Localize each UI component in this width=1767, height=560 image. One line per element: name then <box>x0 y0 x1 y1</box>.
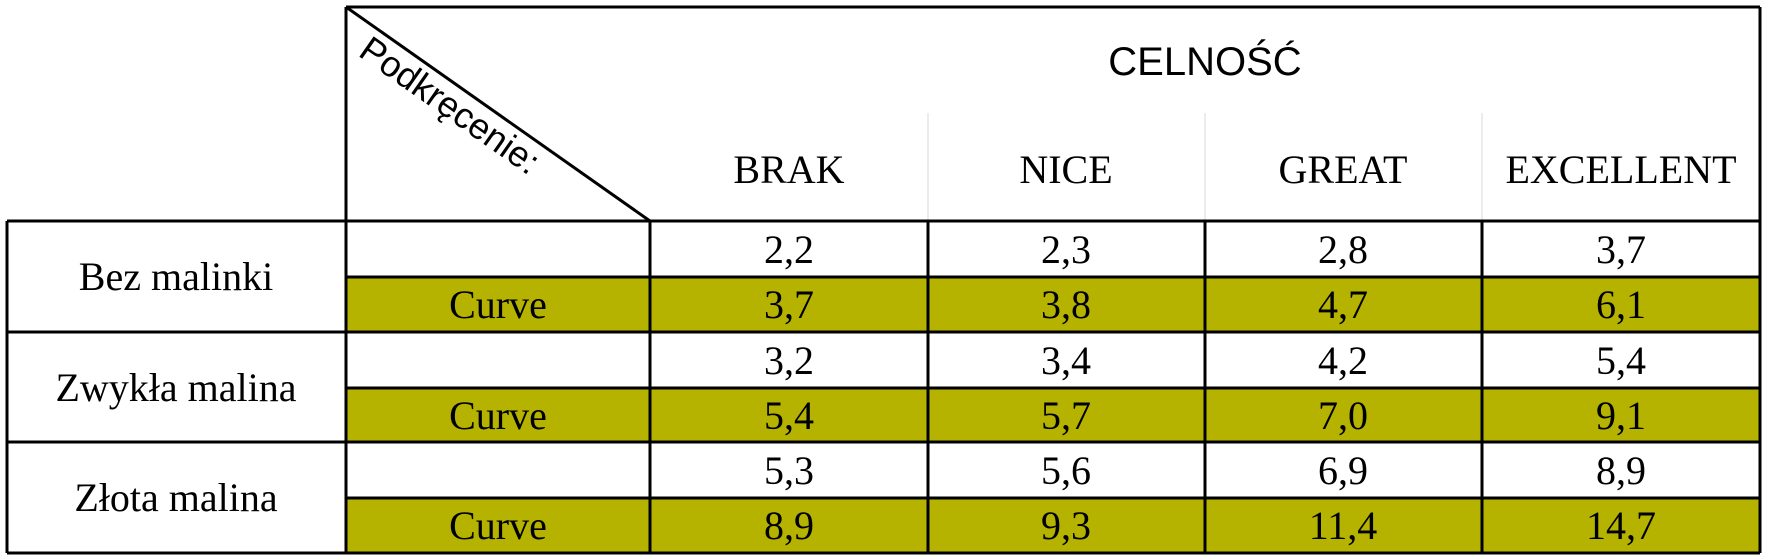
table-cell: 3,4 <box>1041 338 1091 383</box>
group-name-zwykla-malina: Zwykła malina <box>55 365 296 410</box>
column-header-great: GREAT <box>1279 147 1408 192</box>
corner-label: Podkręcenie: <box>352 28 548 182</box>
table-cell: 6,1 <box>1596 282 1646 327</box>
table-cell: 2,3 <box>1041 227 1091 272</box>
table-cell: 11,4 <box>1309 503 1378 548</box>
column-header-nice: NICE <box>1019 147 1112 192</box>
highlight-row-3 <box>346 498 1760 553</box>
highlight-row-1 <box>346 277 1760 332</box>
table-cell: 2,8 <box>1318 227 1368 272</box>
table-cell: 14,7 <box>1586 503 1656 548</box>
table-cell: 8,9 <box>764 503 814 548</box>
table-cell: 3,7 <box>764 282 814 327</box>
column-header-excellent: EXCELLENT <box>1505 147 1736 192</box>
highlight-row-2 <box>346 388 1760 442</box>
table-cell: 9,3 <box>1041 503 1091 548</box>
table-cell: 3,2 <box>764 338 814 383</box>
group-name-zlota-malina: Złota malina <box>74 475 278 520</box>
header-column-separators <box>927 113 1483 221</box>
table-cell: 5,6 <box>1041 448 1091 493</box>
row-label-curve: Curve <box>449 503 547 548</box>
table-cell: 2,2 <box>764 227 814 272</box>
table-cell: 4,7 <box>1318 282 1368 327</box>
table-cell: 7,0 <box>1318 393 1368 438</box>
table-cell: 5,3 <box>764 448 814 493</box>
column-header-brak: BRAK <box>733 147 844 192</box>
table-cell: 5,4 <box>1596 338 1646 383</box>
table-cell: 6,9 <box>1318 448 1368 493</box>
header-title: CELNOŚĆ <box>1108 38 1301 84</box>
table-cell: 4,2 <box>1318 338 1368 383</box>
group-name-bez-malinki: Bez malinki <box>79 254 273 299</box>
row-label-curve: Curve <box>449 393 547 438</box>
table-cell: 5,7 <box>1041 393 1091 438</box>
table-grid <box>5 5 1762 555</box>
table-cell: 5,4 <box>764 393 814 438</box>
table-cell: 9,1 <box>1596 393 1646 438</box>
table-cell: 3,8 <box>1041 282 1091 327</box>
table-cell: 8,9 <box>1596 448 1646 493</box>
table-cell: 3,7 <box>1596 227 1646 272</box>
row-label-curve: Curve <box>449 282 547 327</box>
